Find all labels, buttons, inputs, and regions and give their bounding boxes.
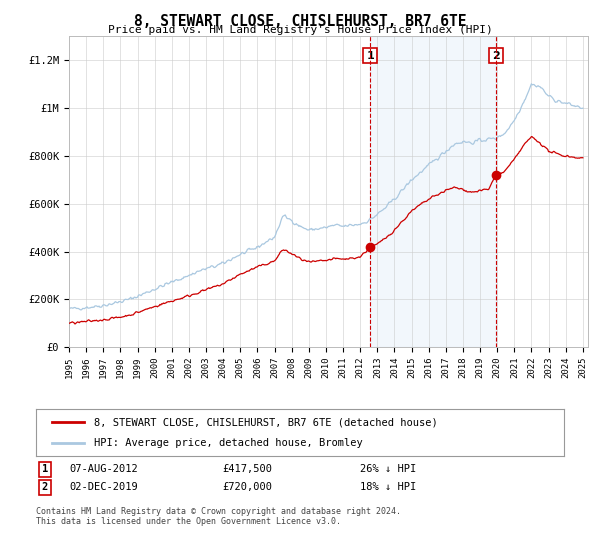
Text: 07-AUG-2012: 07-AUG-2012: [69, 464, 138, 474]
Text: £417,500: £417,500: [222, 464, 272, 474]
Text: 1: 1: [42, 464, 48, 474]
Text: 2: 2: [492, 50, 500, 60]
Text: 1: 1: [366, 50, 374, 60]
Text: £720,000: £720,000: [222, 482, 272, 492]
Text: 2: 2: [42, 482, 48, 492]
Bar: [370, 36, 496, 347]
Text: 02-DEC-2019: 02-DEC-2019: [69, 482, 138, 492]
Text: 18% ↓ HPI: 18% ↓ HPI: [360, 482, 416, 492]
Text: HPI: Average price, detached house, Bromley: HPI: Average price, detached house, Brom…: [94, 438, 363, 448]
Text: Price paid vs. HM Land Registry's House Price Index (HPI): Price paid vs. HM Land Registry's House …: [107, 25, 493, 35]
Text: 8, STEWART CLOSE, CHISLEHURST, BR7 6TE (detached house): 8, STEWART CLOSE, CHISLEHURST, BR7 6TE (…: [94, 417, 438, 427]
Text: 8, STEWART CLOSE, CHISLEHURST, BR7 6TE: 8, STEWART CLOSE, CHISLEHURST, BR7 6TE: [134, 14, 466, 29]
Text: Contains HM Land Registry data © Crown copyright and database right 2024.
This d: Contains HM Land Registry data © Crown c…: [36, 507, 401, 526]
Text: 26% ↓ HPI: 26% ↓ HPI: [360, 464, 416, 474]
